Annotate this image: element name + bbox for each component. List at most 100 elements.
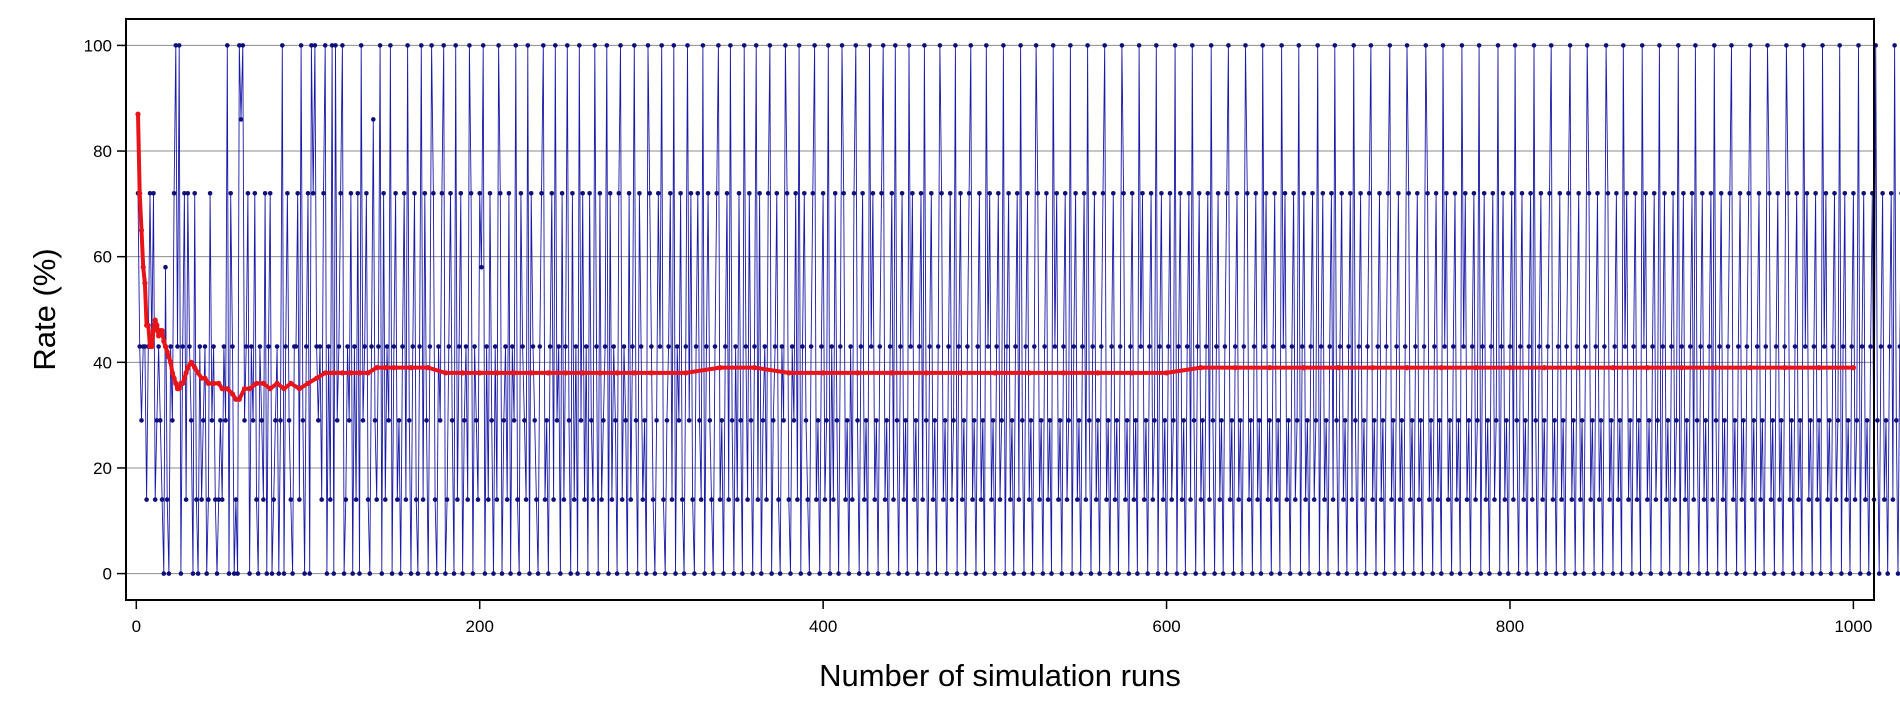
point-individual-857 — [1605, 191, 1611, 196]
point-individual-924 — [1720, 497, 1726, 502]
point-individual-625 — [1207, 497, 1212, 502]
point-individual-746 — [1415, 191, 1420, 196]
point-individual-144 — [381, 191, 386, 196]
point-individual-730 — [1387, 43, 1393, 48]
point-cumulative-680 — [1301, 365, 1307, 371]
point-individual-974 — [1806, 497, 1812, 502]
point-individual-427 — [867, 43, 872, 48]
point-cumulative-16 — [161, 338, 167, 344]
point-individual-44 — [209, 418, 215, 423]
point-cumulative-70 — [253, 380, 260, 386]
point-individual-551 — [1080, 344, 1085, 349]
point-individual-404 — [827, 571, 833, 576]
point-individual-801 — [1509, 191, 1514, 196]
point-cumulative-600 — [1164, 370, 1170, 376]
point-individual-363 — [757, 191, 762, 196]
point-cumulative-3 — [138, 227, 145, 233]
point-individual-783 — [1478, 571, 1484, 576]
point-individual-30 — [185, 191, 191, 196]
point-individual-251 — [565, 43, 570, 48]
point-individual-283 — [619, 497, 625, 502]
point-individual-331 — [702, 571, 707, 576]
point-individual-94 — [295, 191, 301, 196]
point-individual-374 — [776, 497, 781, 502]
point-individual-602 — [1167, 191, 1173, 196]
point-individual-872 — [1631, 344, 1636, 349]
point-cumulative-18 — [164, 349, 170, 355]
point-individual-589 — [1145, 571, 1150, 576]
point-individual-326 — [693, 344, 699, 349]
point-cumulative-250 — [563, 370, 569, 376]
point-individual-518 — [1023, 344, 1029, 349]
point-individual-846 — [1586, 191, 1592, 196]
point-individual-419 — [853, 43, 859, 48]
point-individual-638 — [1229, 418, 1235, 423]
point-individual-820 — [1542, 418, 1547, 423]
point-individual-633 — [1220, 571, 1226, 576]
point-individual-64 — [243, 344, 249, 349]
point-individual-992 — [1837, 43, 1842, 48]
point-individual-498 — [989, 497, 994, 502]
point-individual-257 — [575, 571, 580, 576]
point-individual-910 — [1696, 571, 1702, 576]
point-individual-205 — [486, 497, 491, 502]
point-individual-504 — [999, 418, 1004, 423]
point-individual-577 — [1124, 418, 1130, 423]
point-cumulative-900 — [1679, 365, 1685, 371]
point-individual-937 — [1742, 571, 1748, 576]
point-individual-371 — [771, 418, 776, 423]
point-individual-62 — [240, 43, 246, 48]
point-individual-315 — [674, 344, 680, 349]
point-individual-110 — [322, 43, 328, 48]
point-individual-997 — [1845, 418, 1851, 423]
point-individual-1010 — [1868, 344, 1873, 349]
point-individual-679 — [1299, 344, 1305, 349]
point-individual-452 — [910, 191, 915, 196]
point-individual-49 — [218, 418, 223, 423]
point-individual-291 — [633, 418, 639, 423]
point-cumulative-28 — [181, 375, 187, 381]
point-individual-336 — [710, 571, 716, 576]
point-individual-128 — [353, 497, 359, 502]
point-individual-491 — [977, 191, 982, 196]
point-individual-950 — [1765, 43, 1770, 48]
point-individual-477 — [953, 43, 958, 48]
point-individual-775 — [1464, 497, 1470, 502]
point-individual-996 — [1844, 497, 1849, 502]
point-individual-669 — [1282, 191, 1288, 196]
point-cumulative-30 — [185, 365, 191, 371]
point-individual-407 — [832, 191, 838, 196]
point-individual-277 — [609, 497, 615, 502]
point-individual-592 — [1150, 497, 1156, 502]
point-individual-23 — [173, 43, 179, 48]
point-individual-213 — [499, 571, 505, 576]
point-individual-75 — [262, 191, 268, 196]
point-cumulative-150 — [391, 365, 397, 371]
point-individual-356 — [745, 497, 750, 502]
point-individual-825 — [1550, 497, 1556, 502]
point-individual-116 — [333, 43, 338, 48]
point-individual-904 — [1686, 571, 1691, 576]
point-individual-982 — [1820, 43, 1825, 48]
point-individual-686 — [1311, 497, 1317, 502]
point-individual-319 — [681, 571, 687, 576]
point-individual-880 — [1645, 497, 1650, 502]
point-individual-865 — [1619, 571, 1624, 576]
point-individual-127 — [352, 344, 357, 349]
point-individual-645 — [1241, 344, 1247, 349]
point-individual-184 — [449, 418, 455, 423]
point-cumulative-760 — [1438, 365, 1444, 371]
point-cumulative-42 — [205, 380, 211, 386]
point-individual-753 — [1427, 497, 1432, 502]
point-individual-771 — [1457, 571, 1463, 576]
point-individual-71 — [255, 571, 261, 576]
point-individual-86 — [281, 571, 287, 576]
point-individual-800 — [1507, 344, 1513, 349]
point-individual-683 — [1306, 571, 1312, 576]
point-individual-522 — [1030, 571, 1035, 576]
point-individual-402 — [824, 418, 829, 423]
point-individual-241 — [547, 344, 553, 349]
point-individual-667 — [1279, 43, 1284, 48]
point-individual-952 — [1768, 497, 1774, 502]
point-individual-164 — [415, 571, 421, 576]
